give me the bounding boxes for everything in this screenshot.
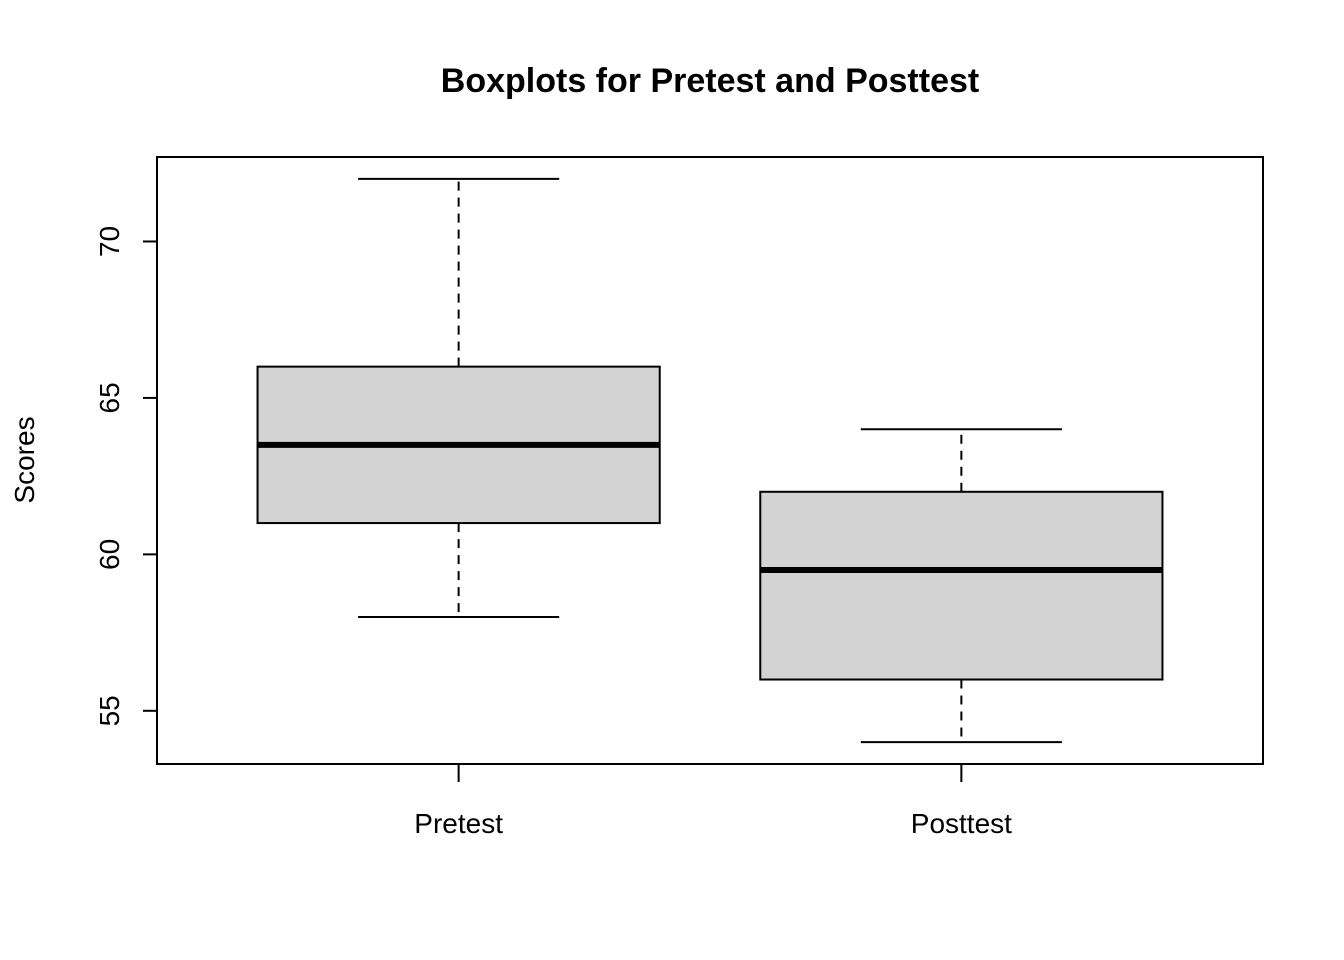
y-tick-label: 60 — [94, 539, 125, 570]
boxes-layer — [256, 177, 1164, 744]
y-tick-label: 70 — [94, 226, 125, 257]
y-axis-label: Scores — [9, 416, 40, 503]
chart-title: Boxplots for Pretest and Posttest — [441, 62, 979, 100]
box-posttest — [759, 428, 1164, 744]
plot-frame — [156, 156, 1264, 765]
x-axis: Pretest Posttest — [414, 764, 1012, 839]
iqr-box — [759, 490, 1164, 681]
x-tick-label: Pretest — [414, 808, 503, 839]
y-tick-label: 55 — [94, 695, 125, 726]
x-tick-label: Posttest — [911, 808, 1012, 839]
y-axis: 55 60 65 70 — [94, 226, 157, 726]
box-pretest — [256, 177, 661, 618]
y-tick-label: 65 — [94, 382, 125, 413]
